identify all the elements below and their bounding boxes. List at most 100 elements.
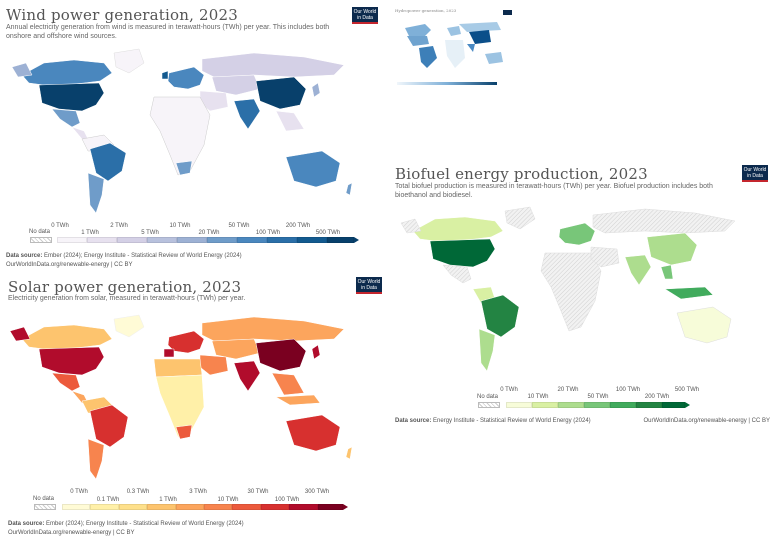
wind-legend-swatch-3[interactable] [147,237,177,243]
mini-panel[interactable]: Hydropower generation, 2023 [395,8,515,93]
wind-legend-swatch-2[interactable] [117,237,147,243]
wind-map[interactable] [4,45,360,225]
solar-tick-bottom-0: 0.1 TWh [97,497,120,503]
wind-legend-swatch-9[interactable] [327,237,354,243]
solar-alaska[interactable] [10,327,30,341]
solar-india[interactable] [234,361,260,391]
solar-russia[interactable] [202,317,344,341]
solar-japan[interactable] [312,345,320,359]
biofuel-tick-bottom-0: 10 TWh [528,394,549,400]
wind-legend-swatch-7[interactable] [267,237,297,243]
wind-legend-swatch-4[interactable] [177,237,207,243]
solar-indonesia[interactable] [276,395,320,405]
solar-legend-swatch-5[interactable] [204,504,232,510]
biofuel-nodata-swatch [478,402,500,408]
wind-legend-swatch-0[interactable] [57,237,87,243]
biofuel-legend-swatch-6[interactable] [662,402,685,408]
biofuel-owid-logo[interactable]: Our World in Data [742,165,768,182]
bio-europe[interactable] [559,223,595,245]
wind-legend-swatch-6[interactable] [237,237,267,243]
solar-legend-swatch-0[interactable] [62,504,90,510]
solar-north-africa[interactable] [154,359,202,377]
wind-url[interactable]: OurWorldInData.org/renewable-energy | CC… [6,262,133,268]
solar-greenland[interactable] [114,315,144,337]
solar-canada[interactable] [22,325,112,349]
biofuel-legend-swatch-3[interactable] [584,402,610,408]
biofuel-legend-arrow [685,402,690,408]
wind-australia[interactable] [286,151,340,187]
solar-chile-argentina[interactable] [88,439,104,479]
wind-alaska[interactable] [12,63,32,77]
solar-australia[interactable] [286,415,340,451]
biofuel-legend-swatch-4[interactable] [610,402,636,408]
bio-canada[interactable] [413,217,503,241]
biofuel-url[interactable]: OurWorldInData.org/renewable-energy | CC… [643,418,770,424]
bio-argentina[interactable] [479,329,495,371]
bio-alaska[interactable] [401,219,421,233]
biofuel-legend-swatch-0[interactable] [506,402,532,408]
biofuel-title: Biofuel energy production, 2023 [395,165,648,183]
solar-legend-swatch-8[interactable] [289,504,317,510]
solar-legend-swatch-7[interactable] [261,504,289,510]
wind-usa[interactable] [39,83,104,111]
bio-thailand[interactable] [661,265,673,279]
bio-usa[interactable] [430,239,495,267]
wind-legend-arrow [354,237,359,243]
solar-map[interactable] [4,313,360,493]
solar-southeast-asia[interactable] [272,373,304,395]
solar-legend-swatch-3[interactable] [147,504,175,510]
solar-mexico[interactable] [52,373,80,391]
biofuel-legend-swatch-5[interactable] [636,402,662,408]
wind-europe[interactable] [168,67,204,89]
solar-spain[interactable] [164,349,174,357]
wind-japan[interactable] [312,83,320,97]
wind-russia[interactable] [202,53,344,77]
solar-brazil[interactable] [90,405,128,447]
wind-legend-swatch-1[interactable] [87,237,117,243]
bio-china[interactable] [647,233,697,265]
wind-uk[interactable] [162,71,168,79]
biofuel-map[interactable] [395,205,755,385]
solar-legend-swatch-2[interactable] [119,504,147,510]
biofuel-legend-swatch-1[interactable] [532,402,558,408]
wind-greenland[interactable] [114,49,144,73]
bio-greenland[interactable] [505,207,535,229]
mini-title: Hydropower generation, 2023 [395,8,456,13]
wind-southeast-asia[interactable] [276,111,304,131]
bio-mexico[interactable] [443,265,471,283]
wind-brazil[interactable] [90,143,126,181]
solar-url[interactable]: OurWorldInData.org/renewable-energy | CC… [8,530,135,536]
wind-new-zealand[interactable] [346,183,352,195]
wind-legend-swatch-5[interactable] [207,237,237,243]
solar-owid-logo[interactable]: Our World in Data [356,277,382,294]
wind-mexico[interactable] [52,109,80,127]
solar-legend-swatch-9[interactable] [318,504,343,510]
solar-legend-swatch-1[interactable] [90,504,118,510]
solar-china[interactable] [256,339,306,371]
solar-subtitle: Electricity generation from solar, measu… [8,294,343,303]
solar-legend-swatch-6[interactable] [232,504,260,510]
wind-india[interactable] [234,99,260,129]
wind-legend-swatch-8[interactable] [297,237,327,243]
solar-source-text: Ember (2024); Energy Institute - Statist… [46,521,244,527]
wind-chile-argentina[interactable] [88,173,104,213]
wind-china[interactable] [256,77,306,109]
biofuel-legend-swatch-2[interactable] [558,402,584,408]
wind-central-asia[interactable] [212,75,260,95]
wind-canada[interactable] [22,60,112,85]
wind-owid-logo[interactable]: Our World in Data [352,7,378,24]
solar-legend-swatch-4[interactable] [176,504,204,510]
solar-usa[interactable] [39,347,104,375]
bio-indonesia[interactable] [665,287,713,299]
wind-central-america[interactable] [72,127,88,139]
solar-middle-east[interactable] [200,355,228,375]
solar-tick-top-4: 300 TWh [305,489,329,495]
wind-tick-bottom-2: 20 TWh [199,230,220,236]
bio-australia[interactable] [677,307,731,343]
bio-india[interactable] [625,255,651,285]
solar-new-zealand[interactable] [346,447,352,459]
bio-africa[interactable] [541,253,601,331]
bio-brazil[interactable] [481,295,519,337]
bio-russia[interactable] [593,209,735,233]
solar-central-asia[interactable] [212,339,260,359]
